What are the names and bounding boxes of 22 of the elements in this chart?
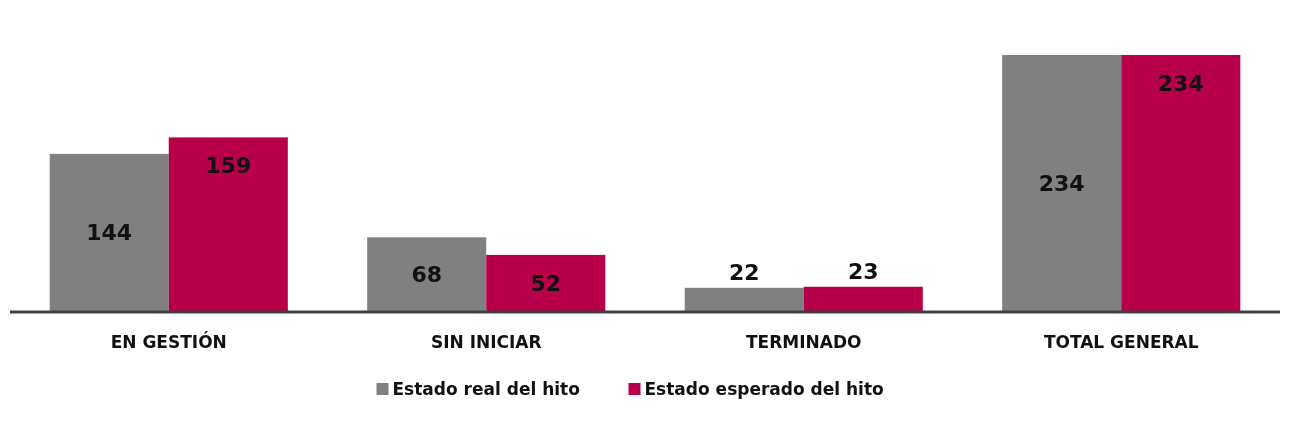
bar [803,286,923,312]
data-label: 22 [728,259,760,285]
bar [684,287,804,312]
bar [1121,55,1241,312]
x-tick-label: SIN INICIAR [430,332,542,352]
bar [367,237,487,312]
data-label: 234 [1157,71,1204,96]
data-label: 159 [205,153,252,179]
bar [1002,55,1122,312]
bar [49,153,169,312]
data-label: 144 [86,219,133,245]
data-label: 68 [411,261,443,287]
bar [168,137,288,312]
legend-label: Estado esperado del hito [644,379,884,399]
data-label: 23 [847,258,879,284]
data-label: 52 [530,270,562,296]
x-tick-label: TOTAL GENERAL [1043,332,1199,352]
x-tick-label: EN GESTIÓN [110,331,227,352]
x-tick-label: TERMINADO [746,332,862,352]
data-label: 234 [1038,170,1085,196]
bar [486,254,606,312]
legend-label: Estado real del hito [392,379,580,399]
